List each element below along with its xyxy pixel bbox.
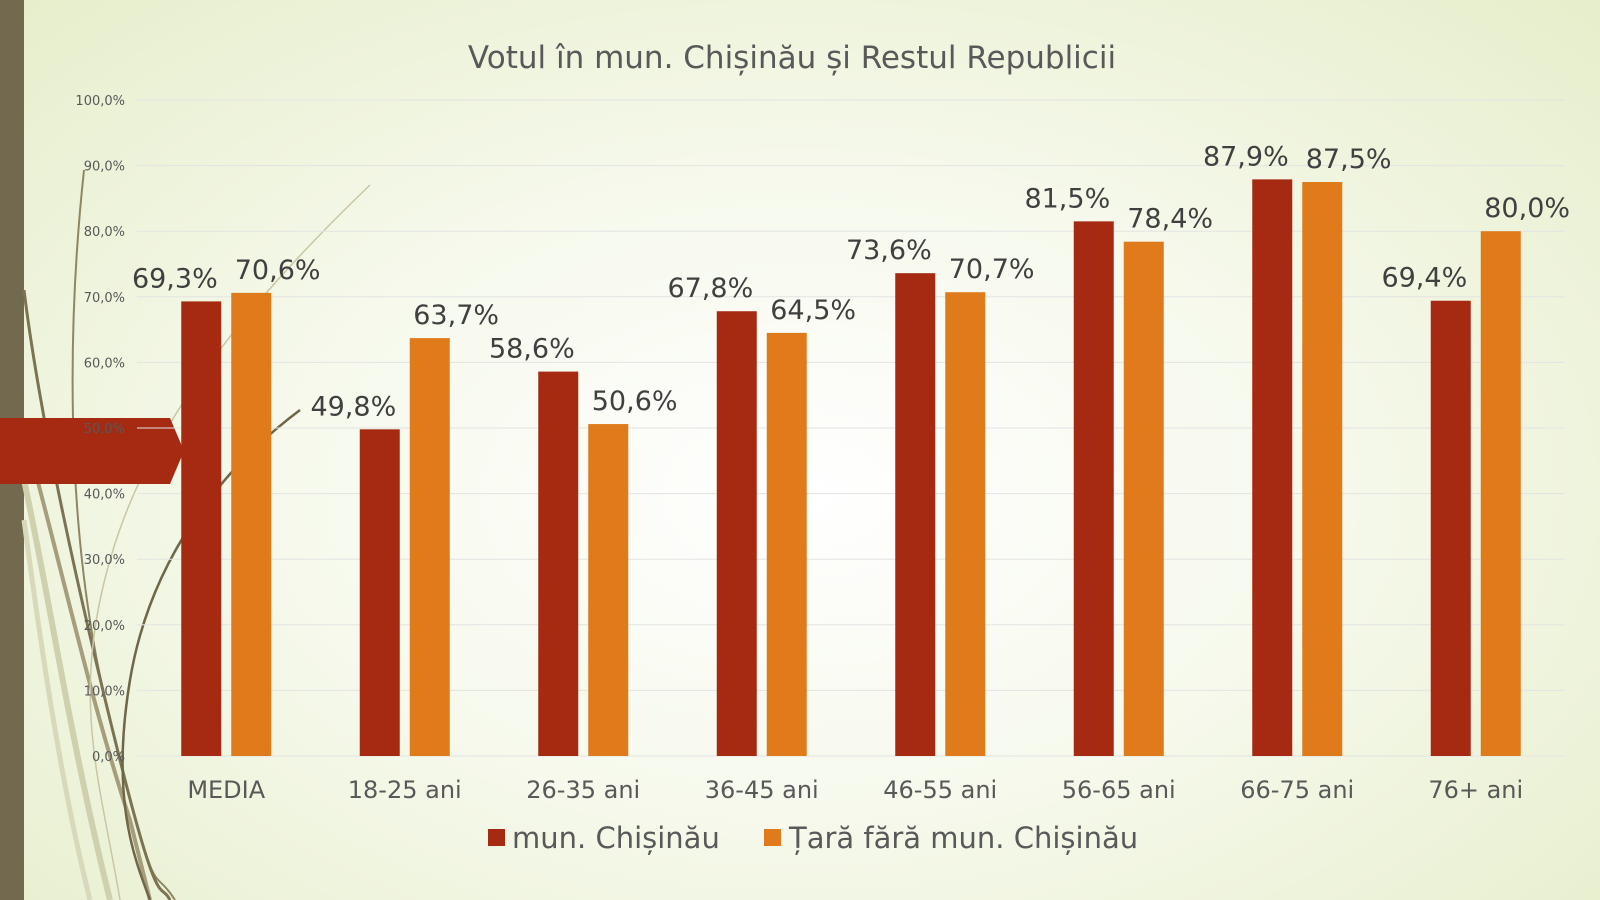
legend-label-1: mun. Chișinău <box>512 821 720 855</box>
data-label: 70,7% <box>949 254 1035 285</box>
bar-series-2 <box>588 424 629 756</box>
y-tick-label: 100,0% <box>75 94 125 109</box>
data-label: 70,6% <box>235 255 321 286</box>
y-tick-label: 70,0% <box>84 291 125 306</box>
data-label: 87,5% <box>1306 144 1392 175</box>
legend-label-2: Țară fără mun. Chișinău <box>788 821 1138 855</box>
x-category-label: 46-55 ani <box>883 776 997 804</box>
y-tick-label: 80,0% <box>84 225 125 240</box>
y-tick-label: 30,0% <box>84 553 125 568</box>
y-tick-label: 50,0% <box>84 422 125 437</box>
bar-series-1 <box>716 311 757 756</box>
bar-series-1 <box>895 273 936 756</box>
bar-series-1 <box>1430 300 1471 756</box>
data-label: 58,6% <box>489 334 575 365</box>
chart-title: Votul în mun. Chișinău și Restul Republi… <box>468 40 1116 76</box>
bar-series-2 <box>1123 241 1164 757</box>
legend-swatch-2 <box>764 829 781 846</box>
x-axis-categories: MEDIA 18-25 ani 26-35 ani 36-45 ani 46-55 an… <box>187 776 1523 804</box>
y-tick-label: 60,0% <box>84 356 125 371</box>
x-category-label: 56-65 ani <box>1062 776 1176 804</box>
bar-series-1 <box>538 371 579 756</box>
bar-series-1 <box>359 429 400 756</box>
y-tick-label: 20,0% <box>84 619 125 634</box>
legend: mun. Chișinău Țară fără mun. Chișinău <box>488 821 1138 855</box>
data-label: 78,4% <box>1127 204 1213 235</box>
data-label: 87,9% <box>1203 141 1289 172</box>
y-tick-label: 0,0% <box>92 750 125 765</box>
grid-lines <box>137 99 1565 757</box>
data-label: 80,0% <box>1484 193 1570 224</box>
bar-series-2 <box>409 338 450 756</box>
data-label: 67,8% <box>667 273 753 304</box>
x-category-label: 36-45 ani <box>705 776 819 804</box>
arrow-shape <box>0 418 184 484</box>
data-label: 49,8% <box>310 391 396 422</box>
bar-series-2 <box>1480 231 1521 756</box>
y-tick-label: 40,0% <box>84 488 125 503</box>
data-label: 63,7% <box>413 300 499 331</box>
data-labels: 69,3% 70,6% 49,8% 63,7%58,6% 50,6% 67,8% 64,5%… <box>132 141 1570 422</box>
bars <box>181 179 1521 757</box>
bar-series-1 <box>1073 221 1114 757</box>
x-category-label: 26-35 ani <box>526 776 640 804</box>
legend-swatch-1 <box>488 829 505 846</box>
x-category-label: 66-75 ani <box>1240 776 1354 804</box>
data-label: 69,4% <box>1381 263 1467 294</box>
bar-series-2 <box>1302 182 1343 756</box>
x-category-label: MEDIA <box>187 776 265 804</box>
bar-series-1 <box>1252 179 1293 757</box>
x-category-label: 76+ ani <box>1428 776 1523 804</box>
data-label: 64,5% <box>770 295 856 326</box>
y-tick-label: 10,0% <box>84 684 125 699</box>
bar-series-2 <box>231 292 272 756</box>
y-axis-ticks: 0,0% 10,0% 20,0% 30,0% 40,0% 50,0% 60,0% 70,0% 8… <box>75 94 125 765</box>
x-category-label: 18-25 ani <box>348 776 462 804</box>
data-label: 73,6% <box>846 235 932 266</box>
bar-series-2 <box>766 332 807 756</box>
bar-series-1 <box>181 301 222 756</box>
y-tick-label: 90,0% <box>84 160 125 175</box>
data-label: 69,3% <box>132 263 218 294</box>
data-label: 50,6% <box>592 386 678 417</box>
data-label: 81,5% <box>1024 183 1110 214</box>
bar-series-2 <box>945 292 986 756</box>
